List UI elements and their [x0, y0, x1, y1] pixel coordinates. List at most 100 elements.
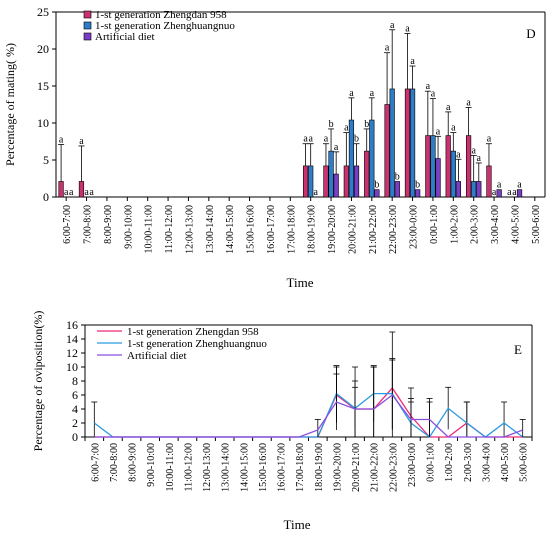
- significance-letter: b: [415, 180, 420, 191]
- significance-letter: b: [395, 171, 400, 182]
- legend-label: 1-st generation Zhenghuangnuo: [127, 338, 267, 350]
- y-axis-title: Percentage of mating( %): [3, 43, 17, 166]
- x-tick-label: 3:00-4:00: [490, 205, 501, 244]
- x-tick-label: 2:00-3:00: [463, 443, 474, 482]
- significance-letter: a: [436, 126, 441, 137]
- bar: [308, 165, 314, 198]
- x-tick-label: 15:00-16:00: [246, 205, 257, 254]
- bar: [471, 181, 477, 198]
- x-tick-label: 22:00-23:00: [388, 205, 399, 254]
- x-tick-label: 11:00-12:00: [164, 205, 175, 254]
- y-tick-label: 15: [37, 79, 49, 93]
- legend-label: Artificial diet: [127, 350, 187, 362]
- legend-swatch: [83, 21, 92, 30]
- bar: [394, 181, 400, 198]
- bar: [476, 181, 482, 198]
- x-tick-label: 23:00-0:00: [407, 443, 418, 487]
- significance-letter: a: [324, 134, 329, 145]
- significance-letter: a: [344, 123, 349, 134]
- significance-letter: a: [431, 89, 436, 100]
- x-tick-label: 1:00-2:00: [444, 443, 455, 482]
- significance-letter: a: [507, 187, 512, 198]
- bar: [425, 135, 431, 198]
- x-tick-label: 3:00-4:00: [481, 443, 492, 482]
- x-tick-label: 9:00-10:00: [146, 443, 157, 487]
- bar: [496, 189, 502, 198]
- legend-label: 1-st generation Zhengdan 958: [95, 9, 227, 21]
- x-tick-label: 5:00-6:00: [531, 205, 542, 244]
- significance-letter: a: [477, 153, 482, 164]
- x-tick-label: 12:00-13:00: [202, 443, 213, 492]
- x-tick-label: 17:00-18:00: [286, 205, 297, 254]
- x-tick-label: 19:00-20:00: [327, 205, 338, 254]
- significance-letter: a: [497, 180, 502, 191]
- x-tick-label: 16:00-17:00: [266, 205, 277, 254]
- x-tick-label: 4:00-5:00: [500, 443, 511, 482]
- significance-letter: a: [89, 187, 94, 198]
- y-tick-label: 6: [72, 388, 78, 402]
- bar: [516, 189, 523, 198]
- significance-letter: a: [64, 187, 69, 198]
- y-tick-label: 10: [66, 360, 78, 374]
- x-tick-label: 11:00-12:00: [183, 443, 194, 492]
- y-tick-label: 2: [72, 416, 78, 430]
- x-tick-label: 1:00-2:00: [449, 205, 460, 244]
- significance-letter: a: [385, 43, 390, 54]
- x-tick-label: 22:00-23:00: [388, 443, 399, 492]
- bar: [435, 158, 441, 198]
- significance-letter: a: [370, 88, 375, 99]
- x-tick-label: 13:00-14:00: [221, 443, 232, 492]
- x-tick-label: 10:00-11:00: [144, 205, 155, 254]
- y-tick-label: 12: [66, 346, 78, 360]
- bar: [430, 135, 436, 198]
- legend-swatch: [83, 10, 92, 19]
- significance-letter: b: [364, 119, 369, 130]
- x-tick-label: 13:00-14:00: [205, 205, 216, 254]
- bar: [348, 119, 355, 198]
- bar: [486, 165, 492, 198]
- bar: [333, 173, 339, 198]
- y-tick-label: 10: [37, 116, 49, 130]
- legend-swatch: [83, 32, 92, 41]
- significance-letter: a: [349, 88, 354, 99]
- bar: [343, 165, 349, 198]
- bar: [323, 165, 329, 198]
- bar: [58, 181, 64, 198]
- bar: [364, 150, 370, 198]
- bar: [353, 165, 360, 198]
- significance-letter: a: [303, 134, 308, 145]
- significance-letter: a: [512, 187, 517, 198]
- panel-label-e: E: [514, 342, 522, 357]
- series-line: [94, 386, 523, 438]
- significance-letter: a: [492, 187, 497, 198]
- bar: [450, 150, 456, 198]
- bar: [302, 165, 309, 198]
- x-axis-title: Time: [284, 517, 311, 532]
- significance-letter: a: [390, 20, 395, 31]
- bar: [404, 88, 411, 198]
- significance-letter: a: [405, 23, 410, 34]
- bar: [78, 181, 85, 198]
- x-tick-label: 17:00-18:00: [295, 443, 306, 492]
- y-tick-label: 20: [37, 42, 49, 56]
- x-tick-label: 6:00-7:00: [90, 443, 101, 482]
- x-tick-label: 14:00-15:00: [225, 205, 236, 254]
- x-tick-label: 14:00-15:00: [239, 443, 250, 492]
- series-line: [94, 394, 523, 438]
- bar: [374, 189, 380, 198]
- x-tick-label: 4:00-5:00: [510, 205, 521, 244]
- x-tick-label: 15:00-16:00: [258, 443, 269, 492]
- significance-letter: b: [374, 180, 379, 191]
- significance-letter: a: [334, 142, 339, 153]
- y-tick-label: 4: [72, 402, 78, 416]
- series-line: [93, 392, 524, 438]
- significance-letter: a: [456, 149, 461, 160]
- bar: [328, 150, 334, 198]
- x-tick-label: 0:00-1:00: [429, 205, 440, 244]
- y-tick-label: 25: [37, 5, 49, 19]
- x-axis-title: Time: [287, 275, 314, 290]
- legend-label: Artificial diet: [95, 31, 155, 43]
- significance-letter: a: [487, 134, 492, 145]
